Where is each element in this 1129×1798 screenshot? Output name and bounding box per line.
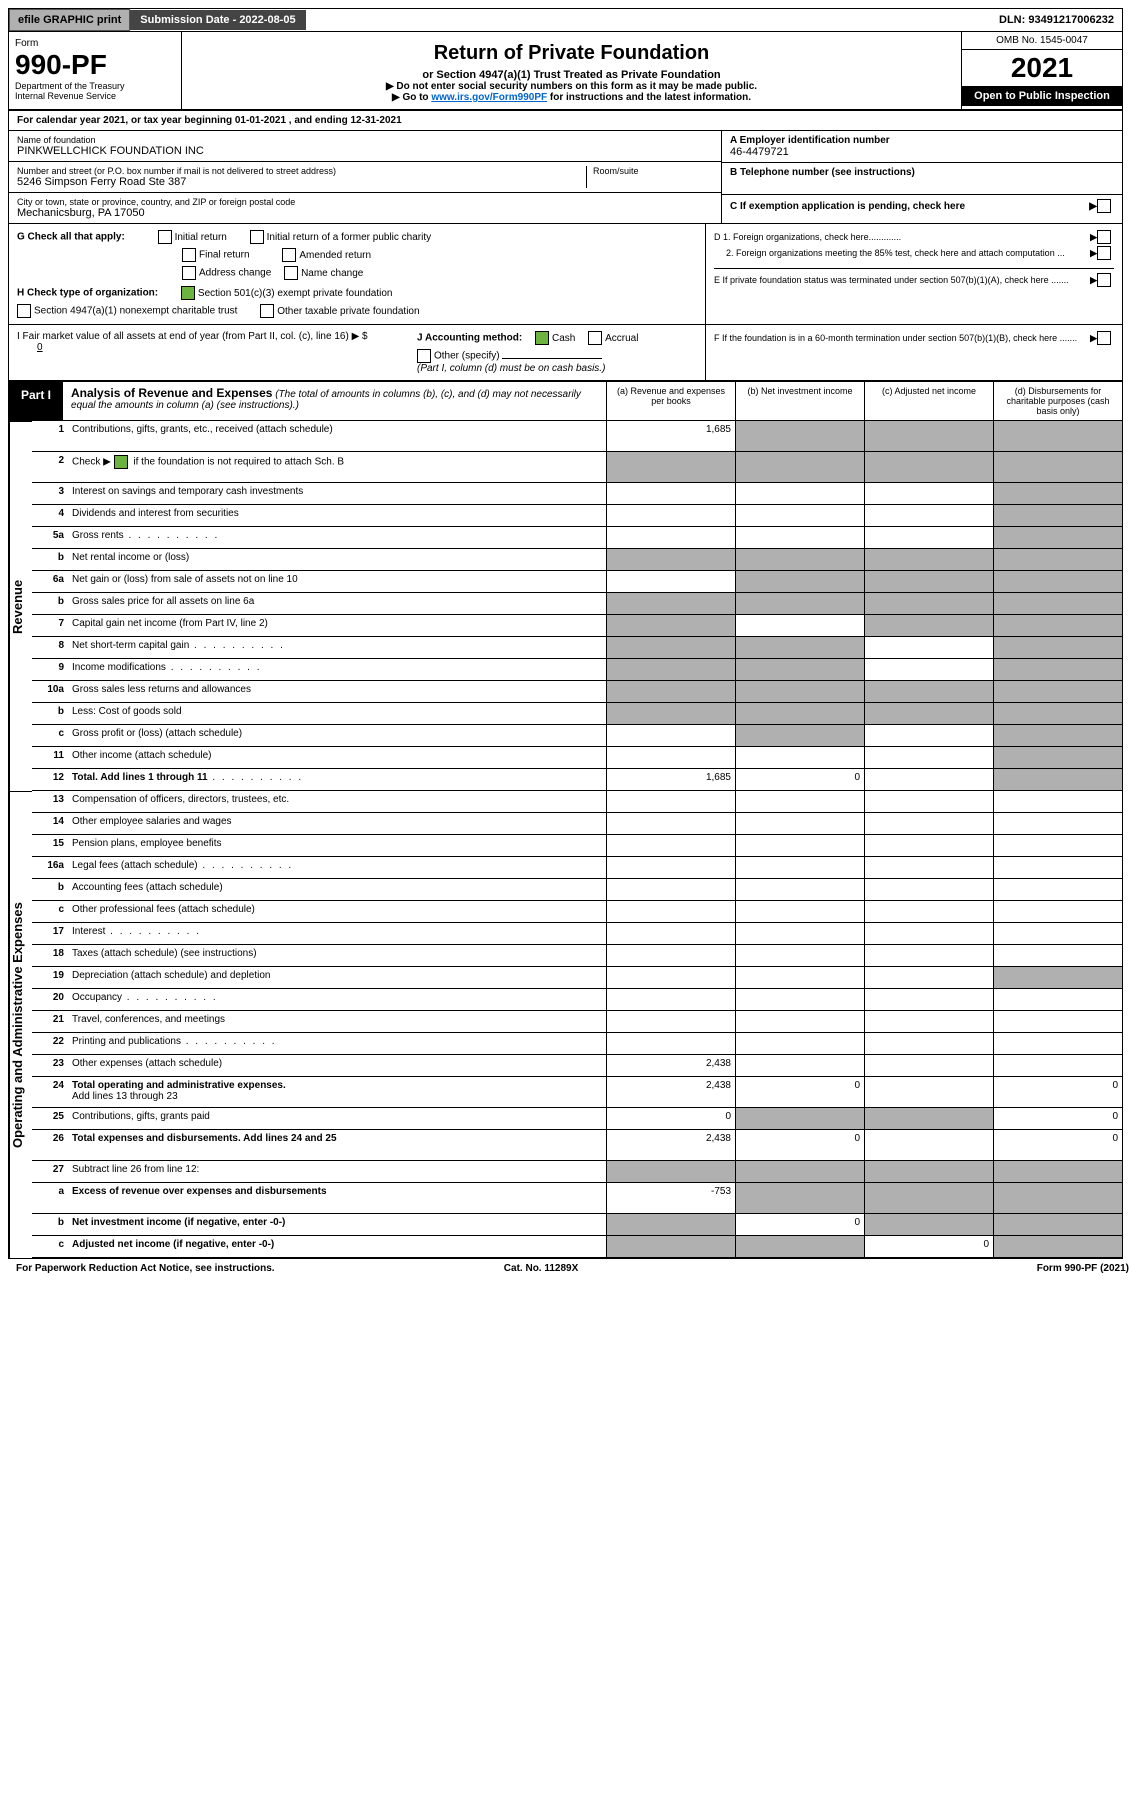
foot-mid: Cat. No. 11289X (504, 1263, 578, 1274)
revenue-side: Revenue (9, 421, 32, 791)
sec-h: H Check type of organization: Section 50… (17, 286, 697, 300)
form-number: 990-PF (15, 49, 175, 81)
inst-ssn: ▶ Do not enter social security numbers o… (188, 81, 955, 92)
form-title: Return of Private Foundation (188, 42, 955, 65)
chk-sch-b[interactable] (114, 455, 128, 469)
form-label: Form (15, 38, 175, 49)
addr-label: Number and street (or P.O. box number if… (17, 166, 586, 176)
foundation-name: PINKWELLCHICK FOUNDATION INC (17, 145, 713, 157)
col-a-hdr: (a) Revenue and expenses per books (606, 382, 735, 420)
name-label: Name of foundation (17, 135, 713, 145)
irs-link[interactable]: www.irs.gov/Form990PF (431, 92, 547, 103)
city-label: City or town, state or province, country… (17, 197, 713, 207)
chk-final[interactable] (182, 248, 196, 262)
foundation-addr: 5246 Simpson Ferry Road Ste 387 (17, 176, 586, 188)
sec-i: I Fair market value of all assets at end… (17, 331, 368, 353)
open-public: Open to Public Inspection (962, 86, 1122, 106)
sec-d2: 2. Foreign organizations meeting the 85%… (714, 248, 1090, 258)
sec-j: J Accounting method: Cash Accrual (417, 331, 697, 345)
ein: 46-4479721 (730, 146, 1114, 158)
part-i-title: Analysis of Revenue and Expenses (The to… (63, 382, 606, 420)
sec-e: E If private foundation status was termi… (714, 275, 1090, 285)
chk-addr-change[interactable] (182, 266, 196, 280)
sec-g: G Check all that apply: Initial return I… (17, 230, 697, 244)
irs: Internal Revenue Service (15, 91, 175, 101)
chk-amended[interactable] (282, 248, 296, 262)
chk-initial-pub[interactable] (250, 230, 264, 244)
chk-c[interactable] (1097, 199, 1111, 213)
calendar-year: For calendar year 2021, or tax year begi… (9, 111, 1122, 131)
part-i-tag: Part I (9, 382, 63, 420)
chk-cash[interactable] (535, 331, 549, 345)
topbar: efile GRAPHIC print Submission Date - 20… (9, 9, 1122, 32)
revenue-table: Revenue 1Contributions, gifts, grants, e… (9, 421, 1122, 791)
form-header: Form 990-PF Department of the Treasury I… (9, 32, 1122, 111)
chk-501c3[interactable] (181, 286, 195, 300)
foot-right: Form 990-PF (2021) (1037, 1263, 1129, 1274)
dept: Department of the Treasury (15, 81, 175, 91)
foundation-city: Mechanicsburg, PA 17050 (17, 207, 713, 219)
chk-other-tax[interactable] (260, 304, 274, 318)
ein-label: A Employer identification number (730, 135, 1114, 146)
chk-4947[interactable] (17, 304, 31, 318)
sec-d1: D 1. Foreign organizations, check here..… (714, 232, 1090, 242)
inst-goto: ▶ Go to www.irs.gov/Form990PF for instru… (188, 92, 955, 103)
chk-f[interactable] (1097, 331, 1111, 345)
form-subtitle: or Section 4947(a)(1) Trust Treated as P… (188, 69, 955, 81)
chk-d1[interactable] (1097, 230, 1111, 244)
sec-c: C If exemption application is pending, c… (730, 201, 1089, 212)
dln: DLN: 93491217006232 (991, 10, 1122, 30)
chk-name-change[interactable] (284, 266, 298, 280)
foot-left: For Paperwork Reduction Act Notice, see … (16, 1263, 275, 1274)
expense-table: Operating and Administrative Expenses 13… (9, 791, 1122, 1258)
chk-d2[interactable] (1097, 246, 1111, 260)
room-label: Room/suite (593, 166, 713, 176)
col-c-hdr: (c) Adjusted net income (864, 382, 993, 420)
col-b-hdr: (b) Net investment income (735, 382, 864, 420)
phone-label: B Telephone number (see instructions) (730, 167, 1114, 178)
j-note: (Part I, column (d) must be on cash basi… (417, 363, 697, 374)
chk-e[interactable] (1097, 273, 1111, 287)
efile-print-btn[interactable]: efile GRAPHIC print (9, 9, 130, 31)
submission-date: Submission Date - 2022-08-05 (130, 10, 305, 30)
sec-f: F If the foundation is in a 60-month ter… (714, 333, 1090, 343)
chk-accrual[interactable] (588, 331, 602, 345)
chk-initial[interactable] (158, 230, 172, 244)
tax-year: 2021 (962, 50, 1122, 86)
col-d-hdr: (d) Disbursements for charitable purpose… (993, 382, 1122, 420)
chk-other-acct[interactable] (417, 349, 431, 363)
expense-side: Operating and Administrative Expenses (9, 791, 32, 1258)
omb-no: OMB No. 1545-0047 (962, 32, 1122, 50)
